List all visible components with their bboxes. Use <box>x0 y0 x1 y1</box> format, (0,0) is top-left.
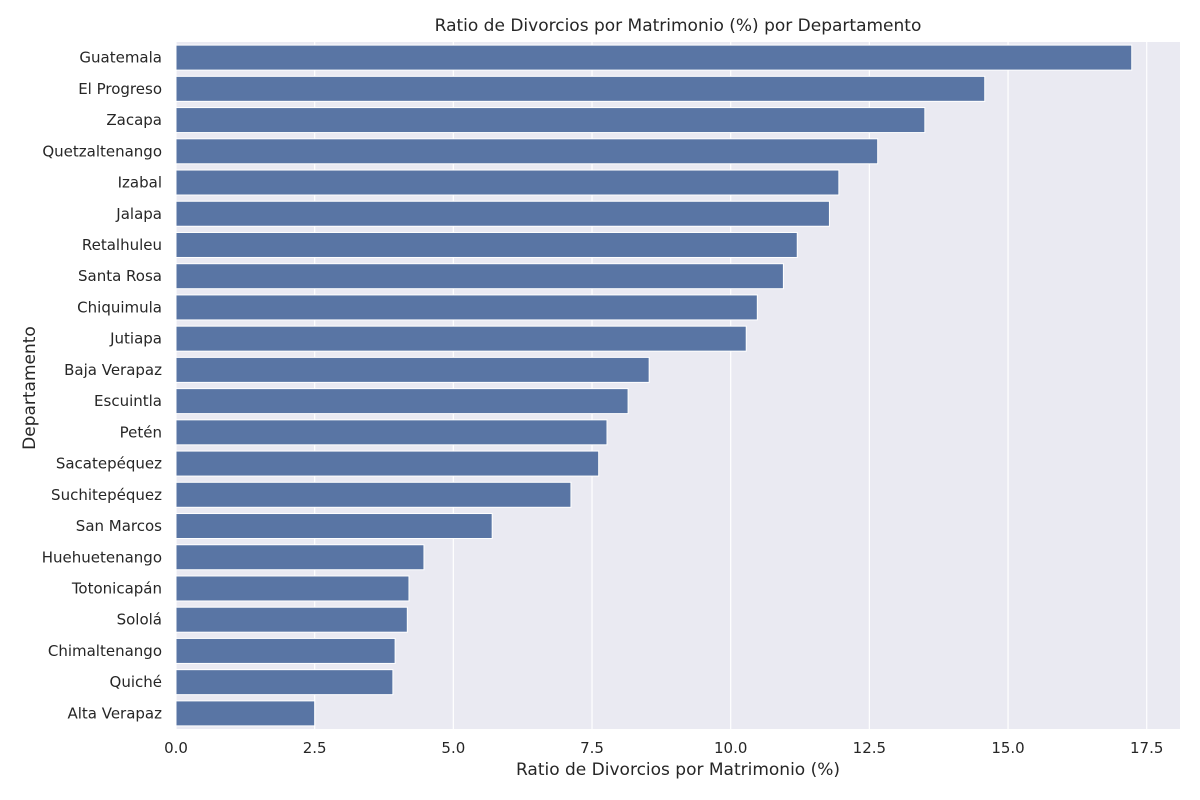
bar <box>175 669 394 696</box>
x-tick-label: 7.5 <box>580 739 604 757</box>
bar <box>175 169 840 196</box>
y-tick-label: Chimaltenango <box>48 642 162 660</box>
y-tick-label: El Progreso <box>78 80 162 98</box>
y-tick-label: Alta Verapaz <box>67 704 162 722</box>
x-axis-label: Ratio de Divorcios por Matrimonio (%) <box>515 760 841 780</box>
bar <box>175 606 408 633</box>
bar <box>175 513 493 540</box>
chart-title: Ratio de Divorcios por Matrimonio (%) po… <box>434 16 922 36</box>
y-tick-label: Sacatepéquez <box>56 455 162 473</box>
bar <box>175 544 425 571</box>
y-tick-label: Jutiapa <box>109 330 162 348</box>
bar <box>175 44 1133 71</box>
y-tick-label: Petén <box>120 423 162 441</box>
y-tick-label: Totonicapán <box>71 579 162 597</box>
x-tick-label: 17.5 <box>1130 739 1163 757</box>
bar <box>175 419 608 446</box>
x-tick-label: 10.0 <box>714 739 747 757</box>
bar <box>175 388 629 415</box>
bar <box>175 700 316 727</box>
y-tick-label: Suchitepéquez <box>51 486 162 504</box>
x-tick-label: 0.0 <box>164 739 188 757</box>
bar <box>175 481 572 508</box>
y-tick-label: Izabal <box>118 174 162 192</box>
y-tick-label: Escuintla <box>94 392 162 410</box>
x-tick-label: 5.0 <box>441 739 465 757</box>
y-tick-label: Quetzaltenango <box>42 142 162 160</box>
x-tick-label: 2.5 <box>303 739 327 757</box>
y-tick-label: San Marcos <box>76 517 162 535</box>
x-tick-label: 15.0 <box>991 739 1024 757</box>
bar <box>175 107 926 134</box>
bar <box>175 294 758 321</box>
y-tick-label: Jalapa <box>115 205 162 223</box>
bar <box>175 75 986 102</box>
bar <box>175 231 798 258</box>
bar <box>175 263 784 290</box>
y-tick-label: Zacapa <box>106 111 162 129</box>
y-tick-label: Quiché <box>110 673 162 691</box>
y-tick-label: Guatemala <box>79 49 162 67</box>
bar <box>175 356 650 383</box>
bar <box>175 450 600 477</box>
bar <box>175 575 410 602</box>
bar <box>175 200 830 227</box>
y-tick-label: Baja Verapaz <box>64 361 162 379</box>
y-axis-label: Departamento <box>20 326 40 450</box>
y-tick-label: Chiquimula <box>77 298 162 316</box>
bar <box>175 138 879 165</box>
bar <box>175 325 747 352</box>
y-tick-label: Sololá <box>117 611 162 629</box>
bar <box>175 637 396 664</box>
y-tick-label: Santa Rosa <box>78 267 162 285</box>
y-tick-label: Huehuetenango <box>42 548 162 566</box>
y-tick-label: Retalhuleu <box>82 236 162 254</box>
x-tick-label: 12.5 <box>853 739 886 757</box>
